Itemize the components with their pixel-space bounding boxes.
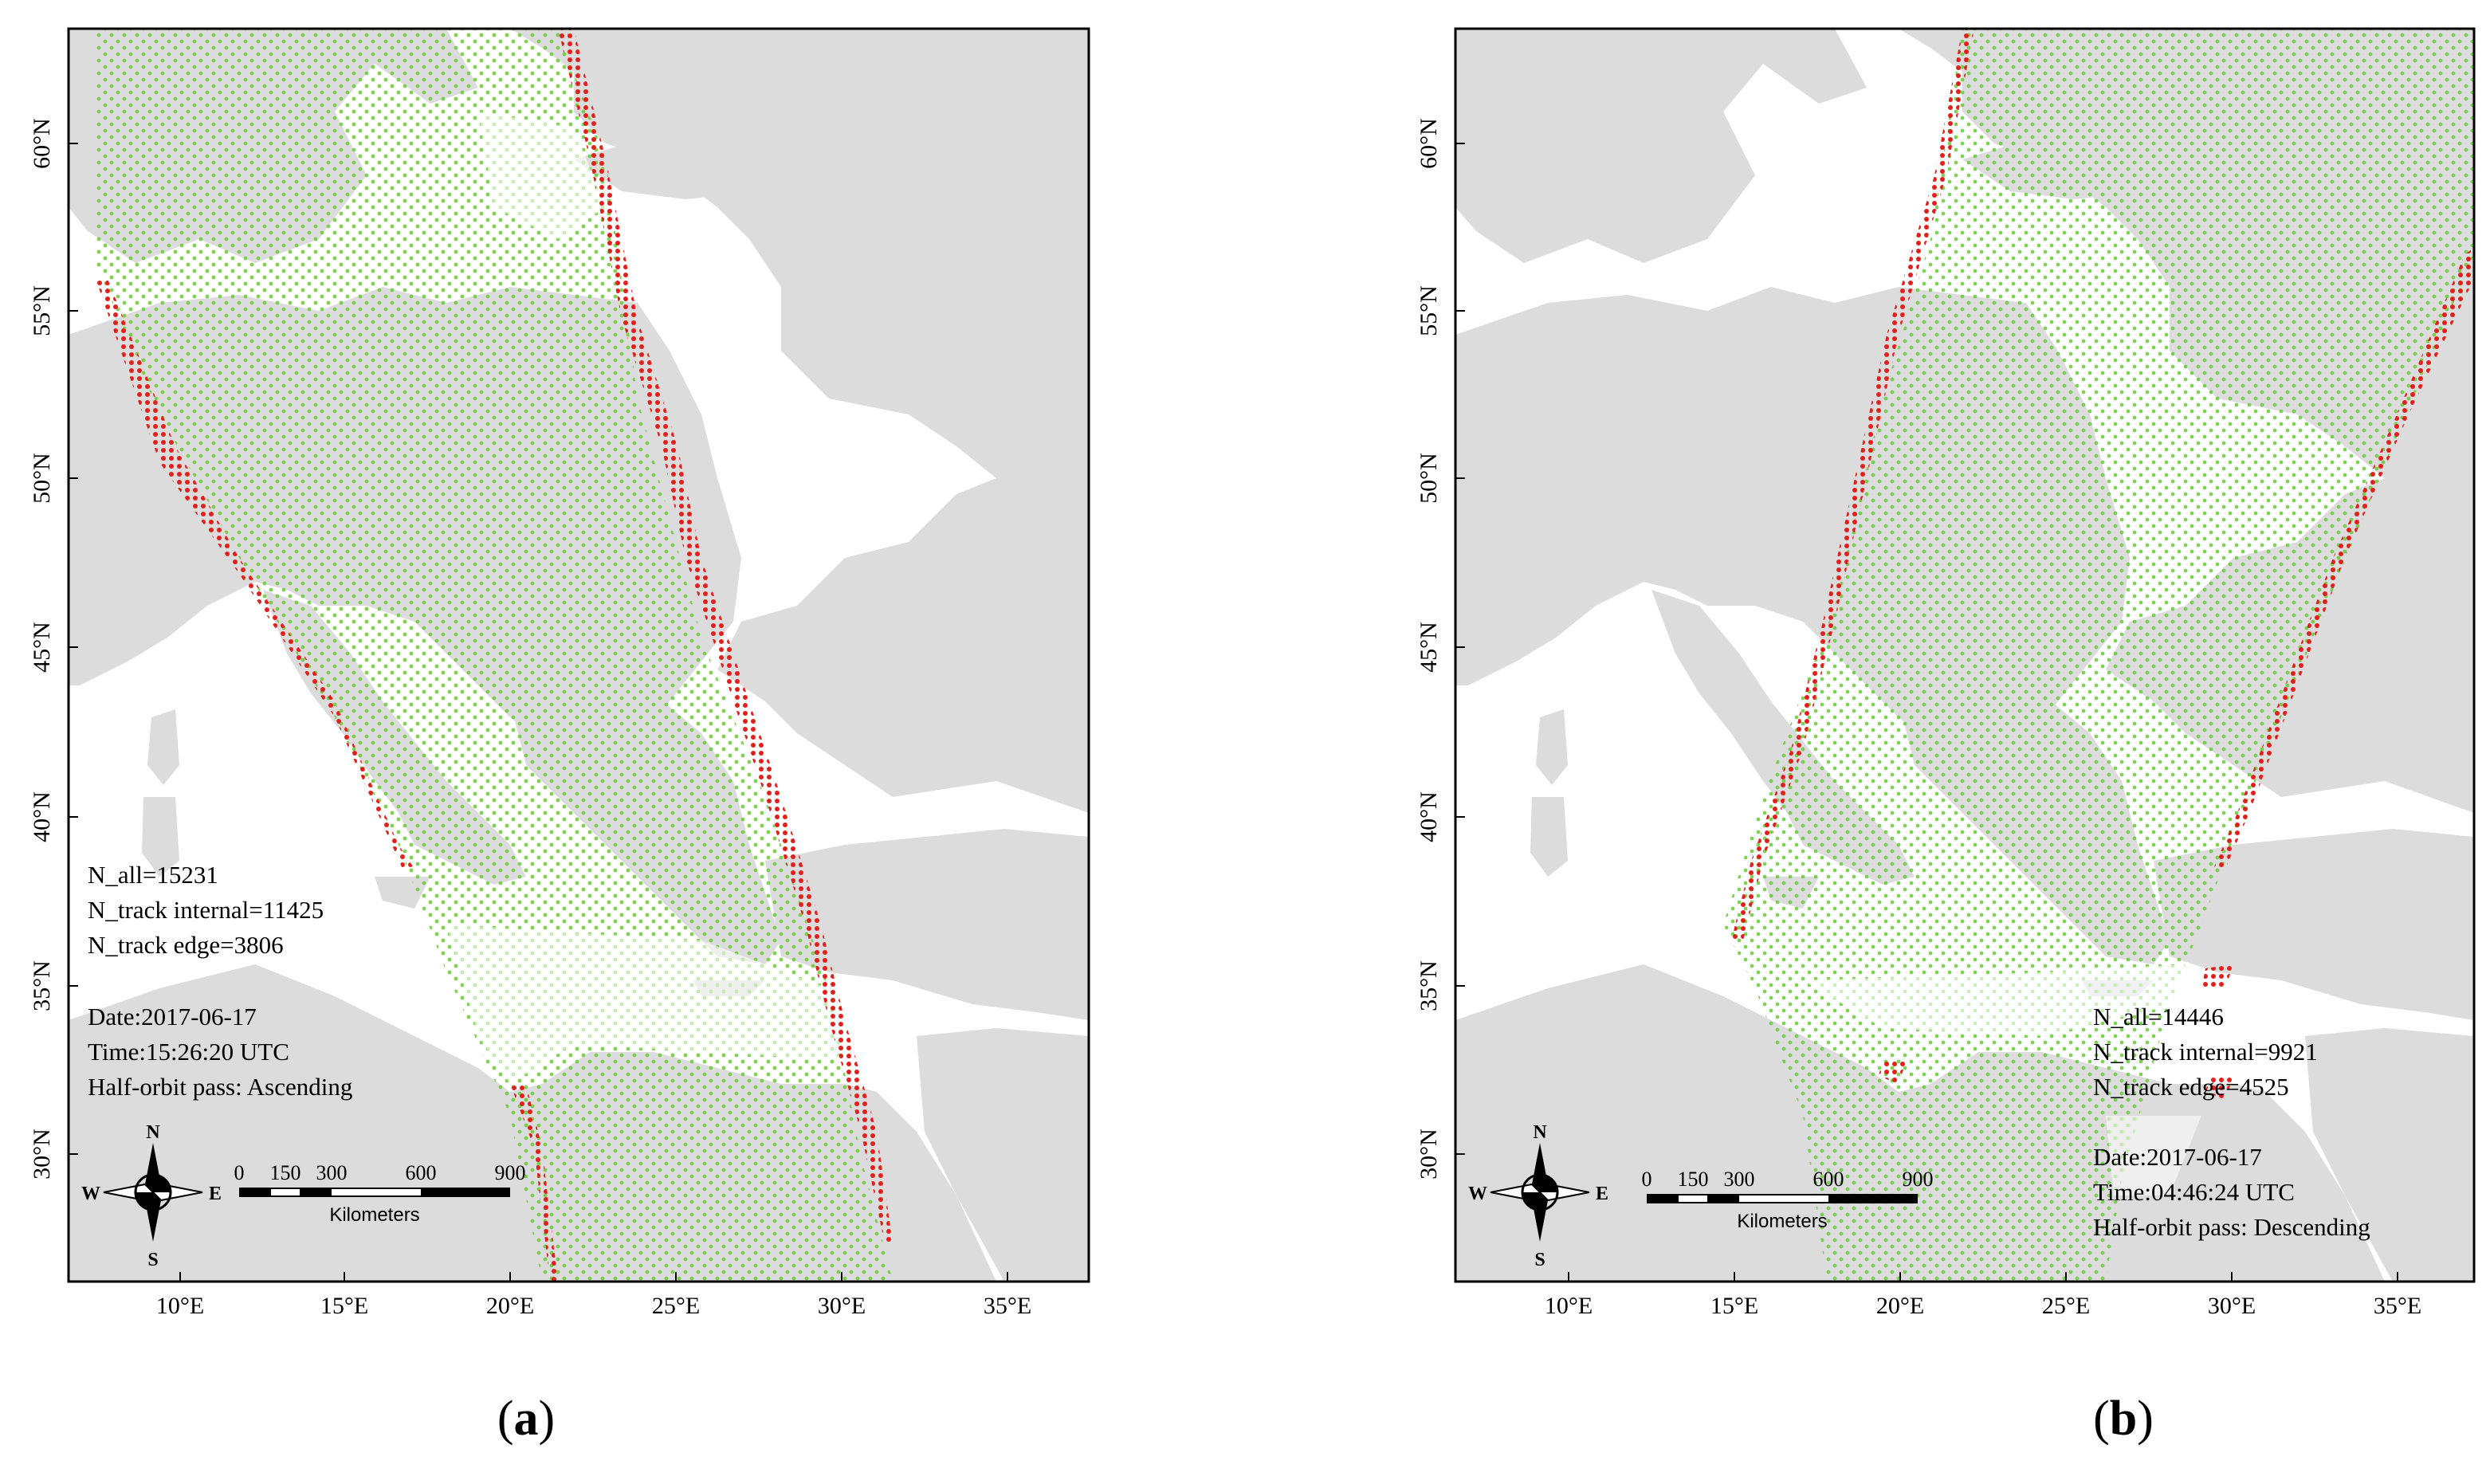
x-tick-label: 35°E — [984, 1293, 1031, 1319]
east-label: E — [209, 1184, 222, 1204]
swath-internal-points — [1723, 29, 2474, 1282]
y-tick-label: 50°N — [1416, 453, 1442, 504]
south-label: S — [1534, 1250, 1545, 1270]
y-tick-label: 40°N — [1416, 791, 1442, 842]
map-frame — [67, 27, 1090, 1283]
y-tick-label: 35°N — [1416, 960, 1442, 1011]
north-arrow: N S E W — [81, 1122, 222, 1270]
scale-tick: 0 — [234, 1161, 245, 1184]
north-label: N — [146, 1122, 160, 1143]
y-tick-label: 60°N — [29, 118, 55, 169]
west-label: W — [81, 1184, 100, 1204]
y-tick-label: 55°N — [1416, 285, 1442, 336]
scale-tick: 300 — [1724, 1168, 1755, 1191]
x-tick-label: 35°E — [2374, 1293, 2421, 1319]
x-tick-label: 10°E — [156, 1293, 204, 1319]
swath-edge-points — [1731, 29, 2474, 1100]
meta-date: Date:2017-06-17 — [88, 1003, 257, 1031]
map-b: 60°N 55°N 50°N 45°N 40°N 35°N 30°N 10°E … — [1416, 27, 2476, 1319]
stats-block: N_all=15231 N_track internal=11425 N_tra… — [88, 861, 352, 1101]
y-tick-label: 30°N — [1416, 1129, 1442, 1180]
y-tick-label: 35°N — [29, 960, 55, 1011]
swath-internal-points — [96, 29, 893, 1282]
meta-pass: Half-orbit pass: Ascending — [88, 1073, 352, 1101]
scale-tick: 600 — [1813, 1168, 1844, 1191]
scale-tick: 300 — [316, 1161, 348, 1184]
south-label: S — [147, 1250, 158, 1270]
meta-pass: Half-orbit pass: Descending — [2093, 1213, 2370, 1241]
scale-tick: 900 — [1903, 1168, 1934, 1191]
panel-a: 60°N 55°N 50°N 45°N 40°N 35°N 30°N 10°E … — [29, 27, 1090, 1446]
scale-tick: 150 — [270, 1161, 301, 1184]
caption-a: (a) — [497, 1392, 556, 1446]
stat-n-all: N_all=14446 — [2093, 1003, 2224, 1031]
y-tick-label: 30°N — [29, 1129, 55, 1180]
y-axis: 60°N 55°N 50°N 45°N 40°N 35°N 30°N — [1416, 118, 1465, 1180]
caption-b: (b) — [2093, 1392, 2154, 1446]
scale-unit: Kilometers — [1737, 1211, 1827, 1232]
west-label: W — [1468, 1184, 1487, 1204]
stat-n-edge: N_track edge=3806 — [88, 931, 284, 959]
scale-tick: 900 — [495, 1161, 526, 1184]
scale-unit: Kilometers — [329, 1204, 419, 1226]
x-tick-label: 30°E — [2208, 1293, 2256, 1319]
x-axis: 10°E 15°E 20°E 25°E 30°E 35°E — [156, 1272, 1031, 1319]
scale-bar: 0 150 300 600 900 Kilometers — [1642, 1168, 1934, 1232]
scale-tick: 0 — [1642, 1168, 1652, 1191]
y-tick-label: 40°N — [29, 791, 55, 842]
stat-n-internal: N_track internal=9921 — [2093, 1038, 2318, 1066]
north-arrow: N S E W — [1468, 1122, 1608, 1270]
map-frame — [1454, 27, 2476, 1283]
x-axis: 10°E 15°E 20°E 25°E 30°E 35°E — [1545, 1272, 2421, 1319]
x-tick-label: 20°E — [1876, 1293, 1924, 1319]
x-tick-label: 20°E — [486, 1293, 534, 1319]
stats-block: N_all=14446 N_track internal=9921 N_trac… — [2093, 1003, 2370, 1241]
x-tick-label: 10°E — [1545, 1293, 1593, 1319]
y-tick-label: 50°N — [29, 453, 55, 504]
meta-time: Time:04:46:24 UTC — [2093, 1178, 2295, 1206]
y-tick-label: 55°N — [29, 285, 55, 336]
stat-n-internal: N_track internal=11425 — [88, 896, 324, 924]
stat-n-all: N_all=15231 — [88, 861, 218, 889]
north-label: N — [1533, 1122, 1547, 1143]
y-tick-label: 45°N — [1416, 622, 1442, 673]
y-tick-label: 60°N — [1416, 118, 1442, 169]
stat-n-edge: N_track edge=4525 — [2093, 1073, 2289, 1101]
y-tick-label: 45°N — [29, 622, 55, 673]
east-label: E — [1596, 1184, 1608, 1204]
scale-tick: 150 — [1678, 1168, 1709, 1191]
scale-tick: 600 — [406, 1161, 437, 1184]
scale-bar: 0 150 300 600 900 Kilometers — [234, 1161, 526, 1226]
x-tick-label: 25°E — [652, 1293, 700, 1319]
x-tick-label: 15°E — [320, 1293, 368, 1319]
y-axis: 60°N 55°N 50°N 45°N 40°N 35°N 30°N — [29, 118, 78, 1180]
meta-time: Time:15:26:20 UTC — [88, 1038, 289, 1066]
x-tick-label: 25°E — [2042, 1293, 2090, 1319]
x-tick-label: 15°E — [1710, 1293, 1758, 1319]
x-tick-label: 30°E — [818, 1293, 866, 1319]
map-a: 60°N 55°N 50°N 45°N 40°N 35°N 30°N 10°E … — [29, 27, 1090, 1319]
meta-date: Date:2017-06-17 — [2093, 1143, 2262, 1171]
swath-edge-points — [96, 29, 893, 1282]
panel-b: 60°N 55°N 50°N 45°N 40°N 35°N 30°N 10°E … — [1245, 0, 2490, 1484]
